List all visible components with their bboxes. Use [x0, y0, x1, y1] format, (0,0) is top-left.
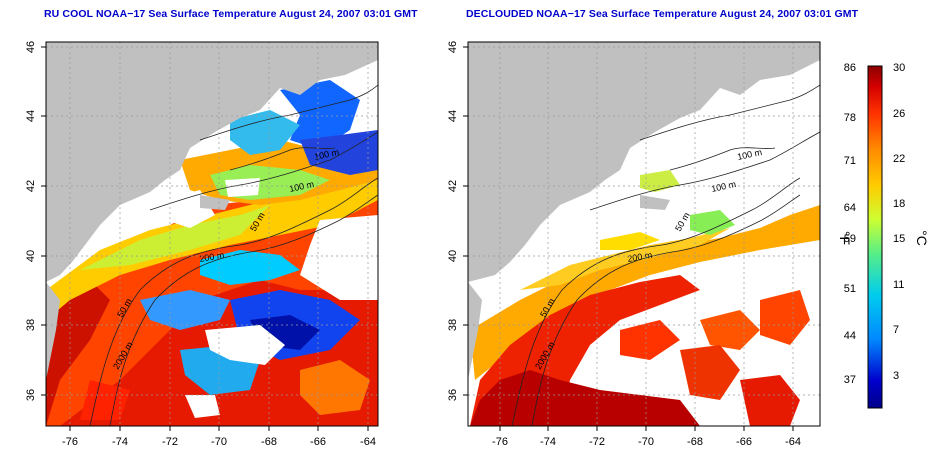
left-y-tick: 44	[25, 110, 37, 122]
left-y-tick: 38	[25, 319, 37, 331]
colorbar-c-tick: 15	[893, 233, 905, 245]
right-y-tick: 44	[447, 110, 459, 122]
right-x-tick: -68	[687, 436, 703, 448]
right-grid	[468, 42, 820, 426]
colorbar-fahrenheit-unit: °F	[837, 231, 853, 245]
colorbar-celsius-unit: °C	[914, 230, 930, 246]
right-y-tick: 38	[447, 319, 459, 331]
right-y-tick: 42	[447, 180, 459, 192]
colorbar-c-tick: 26	[893, 108, 905, 120]
right-map-frame	[467, 41, 821, 427]
colorbar-c-tick: 11	[893, 279, 904, 291]
left-x-tick: -74	[112, 436, 128, 448]
colorbar: 86 78 71 64 59 51 44 37 30 26 22 18 15 1…	[837, 62, 930, 409]
right-y-tick: 46	[447, 41, 459, 53]
right-contour-label-200m: 200 m	[627, 250, 653, 264]
right-x-tick: -72	[589, 436, 605, 448]
left-y-tick: 40	[25, 250, 37, 262]
left-grid	[46, 42, 378, 426]
colorbar-f-tick: 78	[844, 112, 856, 124]
right-map-title: DECLOUDED NOAA−17 Sea Surface Temperatur…	[466, 8, 859, 20]
left-map-frame	[45, 41, 379, 427]
colorbar-c-tick: 7	[893, 324, 899, 336]
left-tick-marks	[41, 46, 369, 431]
right-sst-field	[468, 108, 820, 426]
left-x-tick: -68	[261, 436, 277, 448]
left-x-tick: -76	[62, 436, 78, 448]
colorbar-f-tick: 44	[844, 330, 856, 342]
left-x-tick-labels: -76 -74 -72 -70 -68 -66 -64	[62, 436, 376, 448]
right-x-tick: -74	[540, 436, 556, 448]
right-x-tick: -66	[736, 436, 752, 448]
left-land	[46, 42, 378, 380]
right-y-tick: 40	[447, 250, 459, 262]
left-y-tick: 42	[25, 180, 37, 192]
colorbar-c-tick: 3	[893, 370, 899, 382]
left-y-tick: 36	[25, 389, 37, 401]
colorbar-f-tick: 51	[844, 283, 856, 295]
colorbar-fahrenheit-ticks: 86 78 71 64 59 51 44 37	[844, 62, 856, 386]
right-land	[468, 42, 820, 380]
left-y-tick: 46	[25, 41, 37, 53]
colorbar-f-tick: 86	[844, 62, 856, 74]
right-tick-marks	[463, 46, 794, 431]
left-y-tick-labels: 46 44 42 40 38 36	[25, 41, 37, 401]
left-contour-label-200m: 200 m	[199, 250, 225, 264]
colorbar-f-tick: 59	[844, 233, 856, 245]
left-x-tick: -72	[162, 436, 178, 448]
colorbar-f-tick: 37	[844, 374, 856, 386]
right-x-tick: -64	[785, 436, 801, 448]
left-x-tick: -66	[310, 436, 326, 448]
right-y-tick: 36	[447, 389, 459, 401]
right-x-tick-labels: -76 -74 -72 -70 -68 -66 -64	[492, 436, 801, 448]
colorbar-f-tick: 71	[844, 155, 856, 167]
left-x-tick: -70	[211, 436, 227, 448]
left-map-panel: 100 m 100 m 50 m 200 m 50 m 2000 m	[25, 41, 379, 448]
colorbar-celsius-ticks: 30 26 22 18 15 11 7 3	[893, 62, 905, 382]
left-x-tick: -64	[360, 436, 376, 448]
colorbar-gradient	[867, 65, 883, 409]
colorbar-f-tick: 64	[844, 202, 856, 214]
right-map-panel: 100 m 100 m 50 m 200 m 50 m 2000 m	[447, 41, 821, 448]
right-y-tick-labels: 46 44 42 40 38 36	[447, 41, 459, 401]
colorbar-c-tick: 30	[893, 62, 905, 74]
colorbar-c-tick: 18	[893, 198, 905, 210]
right-x-tick: -70	[638, 436, 654, 448]
left-map-title: RU COOL NOAA−17 Sea Surface Temperature …	[44, 8, 418, 20]
colorbar-c-tick: 22	[893, 153, 905, 165]
right-x-tick: -76	[492, 436, 508, 448]
